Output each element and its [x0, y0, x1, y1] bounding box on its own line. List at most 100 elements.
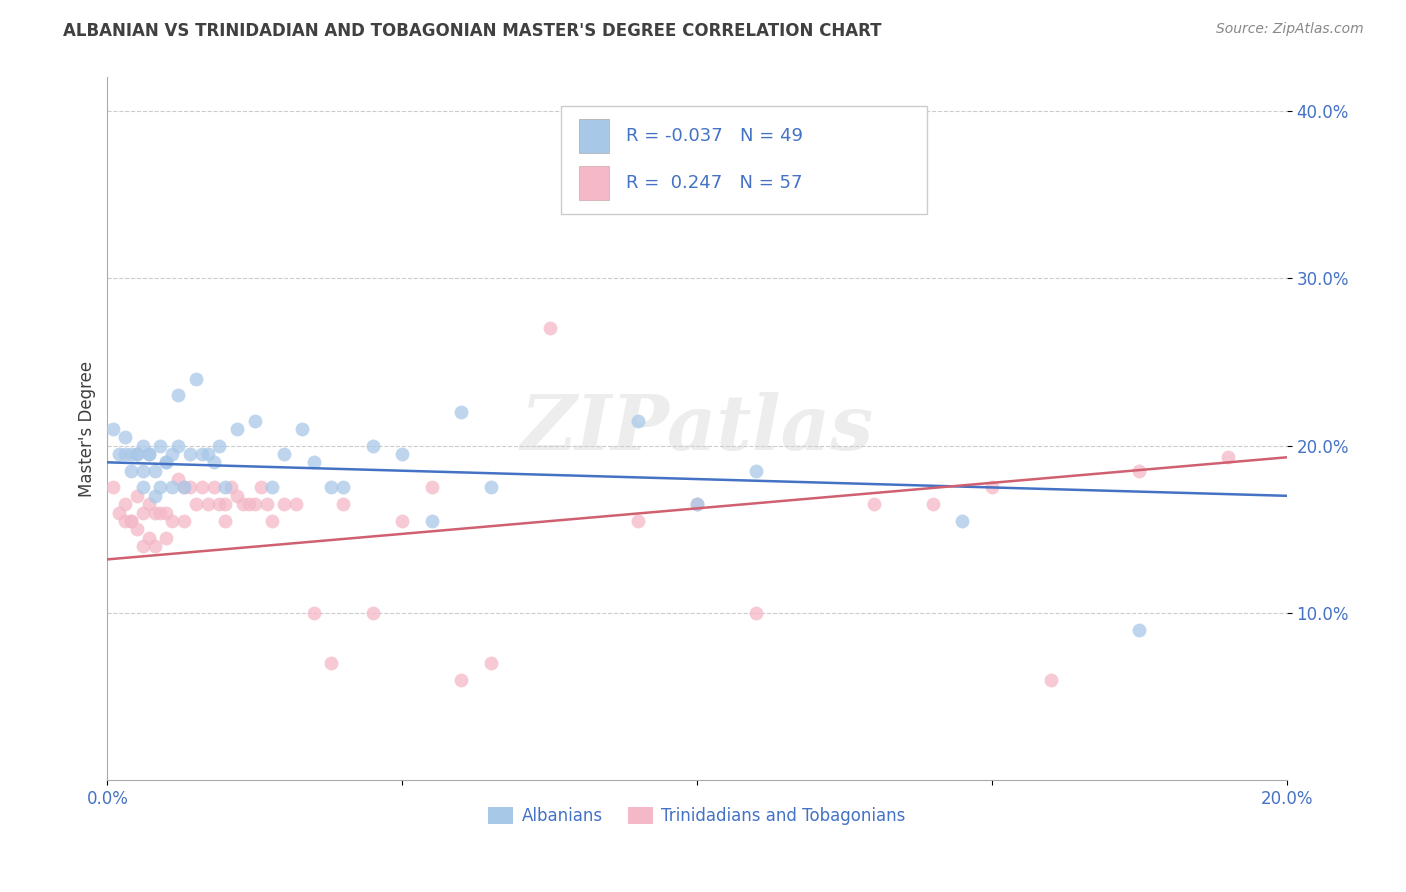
Point [273, 497, 295, 511]
Point [162, 447, 184, 461]
Point [149, 439, 172, 453]
Point [262, 480, 284, 494]
Point [745, 464, 768, 478]
Point [479, 480, 502, 494]
Point [321, 656, 343, 670]
Point [980, 480, 1002, 494]
Point [214, 514, 236, 528]
Point [686, 497, 709, 511]
Point [149, 506, 172, 520]
Point [138, 447, 160, 461]
Point [361, 439, 384, 453]
Point [190, 480, 212, 494]
Point [173, 480, 195, 494]
Point [243, 497, 266, 511]
Point [108, 447, 131, 461]
Point [332, 497, 354, 511]
Point [120, 514, 142, 528]
Point [125, 447, 148, 461]
Point [125, 489, 148, 503]
Point [143, 489, 166, 503]
Point [1039, 673, 1062, 687]
Point [114, 514, 136, 528]
Point [197, 447, 219, 461]
Point [167, 472, 190, 486]
Point [114, 497, 136, 511]
Point [114, 447, 136, 461]
Point [249, 480, 271, 494]
Point [197, 497, 219, 511]
Point [262, 514, 284, 528]
Point [391, 514, 413, 528]
Point [184, 497, 207, 511]
Point [479, 656, 502, 670]
Point [686, 497, 709, 511]
Point [214, 497, 236, 511]
Point [132, 480, 155, 494]
Point [132, 439, 155, 453]
Point [167, 388, 190, 402]
Point [155, 506, 177, 520]
Point [226, 422, 249, 436]
Point [214, 480, 236, 494]
Point [103, 480, 125, 494]
Point [627, 413, 650, 427]
Point [120, 514, 142, 528]
Point [143, 506, 166, 520]
Point [132, 539, 155, 553]
Point [179, 447, 201, 461]
Point [132, 506, 155, 520]
Point [114, 430, 136, 444]
Point [232, 497, 254, 511]
Point [1128, 623, 1150, 637]
Point [226, 489, 249, 503]
Legend: Albanians, Trinidadians and Tobagonians: Albanians, Trinidadians and Tobagonians [488, 806, 905, 825]
Point [450, 405, 472, 419]
Point [202, 455, 225, 469]
Point [132, 464, 155, 478]
Point [120, 464, 142, 478]
FancyBboxPatch shape [579, 166, 609, 200]
Point [167, 439, 190, 453]
Point [1128, 464, 1150, 478]
Text: R = -0.037   N = 49: R = -0.037 N = 49 [626, 127, 803, 145]
Point [138, 531, 160, 545]
Point [863, 497, 886, 511]
Point [1216, 450, 1239, 465]
Point [143, 539, 166, 553]
Point [184, 372, 207, 386]
Text: R =  0.247   N = 57: R = 0.247 N = 57 [626, 174, 803, 192]
Point [921, 497, 943, 511]
Point [202, 480, 225, 494]
Point [155, 455, 177, 469]
Point [256, 497, 278, 511]
Point [745, 606, 768, 620]
Point [173, 480, 195, 494]
Point [420, 480, 443, 494]
Point [538, 321, 561, 335]
Point [273, 447, 295, 461]
Point [321, 480, 343, 494]
Point [162, 480, 184, 494]
Point [243, 413, 266, 427]
Point [108, 506, 131, 520]
Text: Source: ZipAtlas.com: Source: ZipAtlas.com [1216, 22, 1364, 37]
Point [103, 422, 125, 436]
Point [190, 447, 212, 461]
Point [302, 606, 325, 620]
Y-axis label: Master's Degree: Master's Degree [79, 360, 96, 497]
Point [155, 531, 177, 545]
Point [162, 514, 184, 528]
Point [143, 464, 166, 478]
Point [219, 480, 242, 494]
Point [238, 497, 260, 511]
Point [302, 455, 325, 469]
Point [149, 480, 172, 494]
Point [291, 422, 314, 436]
Point [332, 480, 354, 494]
Point [173, 514, 195, 528]
Point [391, 447, 413, 461]
Text: ALBANIAN VS TRINIDADIAN AND TOBAGONIAN MASTER'S DEGREE CORRELATION CHART: ALBANIAN VS TRINIDADIAN AND TOBAGONIAN M… [63, 22, 882, 40]
Point [420, 514, 443, 528]
FancyBboxPatch shape [579, 119, 609, 153]
